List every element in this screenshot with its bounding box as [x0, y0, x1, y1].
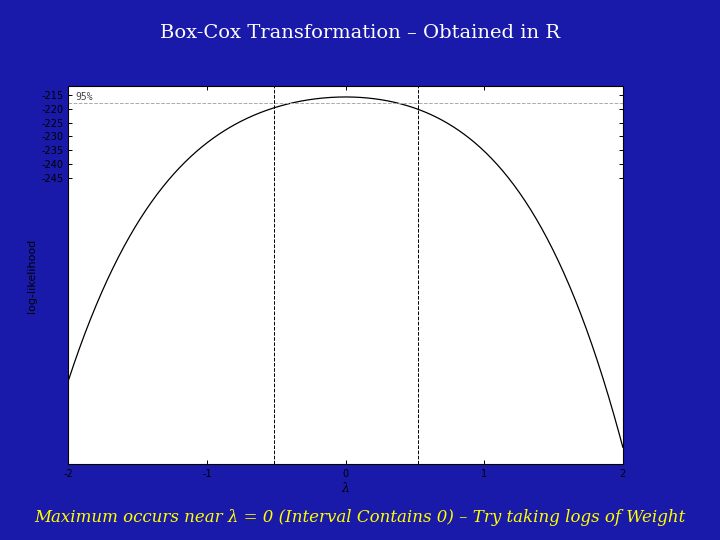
- X-axis label: λ: λ: [342, 482, 349, 495]
- Text: Box-Cox Transformation – Obtained in R: Box-Cox Transformation – Obtained in R: [160, 24, 560, 42]
- Text: Maximum occurs near λ = 0 (Interval Contains 0) – Try taking logs of Weight: Maximum occurs near λ = 0 (Interval Cont…: [35, 510, 685, 526]
- Y-axis label: log-likelihood: log-likelihood: [27, 238, 37, 313]
- Text: 95%: 95%: [76, 92, 93, 102]
